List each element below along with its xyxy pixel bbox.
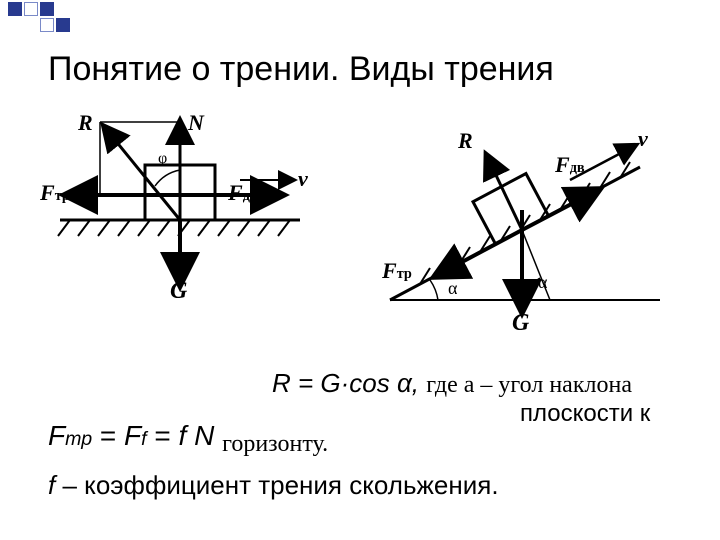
eq-f-var: f [48, 470, 55, 500]
label-G2: G [512, 310, 529, 337]
decor-square [8, 2, 22, 16]
decor-square [56, 18, 70, 32]
diagram-area: R N Fтр Fдв v G φ [40, 110, 680, 350]
label-Ftr2-sub: тр [397, 266, 412, 282]
label-Ftr2: Fтр [382, 258, 412, 284]
eq-R: R = G·cos α, где а – угол наклона [272, 368, 632, 399]
eq-f-text: – коэффициент трения скольжения. [62, 470, 498, 500]
label-Fdv2-base: F [555, 152, 570, 177]
diagram-incline-svg [340, 110, 680, 340]
label-v2: v [638, 126, 648, 152]
label-Ftr-base: F [40, 180, 55, 205]
eq-R-text: R = G·cos α, [272, 368, 419, 398]
label-Ftr: Fтр [40, 180, 70, 206]
label-N: N [188, 110, 204, 136]
decor-square [40, 2, 54, 16]
eq-Ftr-eq1: = [100, 420, 124, 451]
label-Fdv-base: F [228, 180, 243, 205]
label-Fdv2-sub: дв [570, 160, 585, 176]
label-phi: φ [158, 150, 167, 168]
eq-Ftr-eq2: = [154, 420, 178, 451]
label-Fdv-sub: дв [243, 188, 258, 204]
label-G: G [170, 278, 187, 305]
eq-Ftr: Fтр = Ff = f N горизонту. [48, 420, 328, 452]
label-R: R [78, 110, 93, 136]
eq-Ftr-sub1: тр [65, 428, 92, 450]
eq-Ftr-fN: f N [179, 420, 215, 451]
eq-R-note2: плоскости к [520, 400, 650, 428]
label-Fdv: Fдв [228, 180, 258, 206]
decor-square [40, 18, 54, 32]
diagram-flat: R N Fтр Fдв v G φ [40, 110, 330, 310]
eq-f: f – коэффициент трения скольжения. [48, 470, 499, 501]
eq-Ftr-note: горизонту. [222, 431, 328, 457]
label-v: v [298, 166, 308, 192]
label-Ftr-sub: тр [55, 188, 70, 204]
page-title: Понятие о трении. Виды трения [48, 50, 554, 89]
label-Ftr2-base: F [382, 258, 397, 283]
label-R2: R [458, 128, 473, 154]
eq-Ftr-sub2: f [141, 428, 146, 450]
eq-Ftr-F1: F [48, 420, 65, 451]
diagram-incline: R Fдв v Fтр G α α [340, 110, 680, 340]
label-alpha-1: α [448, 278, 457, 299]
label-Fdv2: Fдв [555, 152, 585, 178]
decor-square [24, 2, 38, 16]
eq-R-note: где а – угол наклона [426, 372, 632, 398]
eq-Ftr-F2: F [124, 420, 141, 451]
label-alpha-2: α [538, 272, 547, 293]
